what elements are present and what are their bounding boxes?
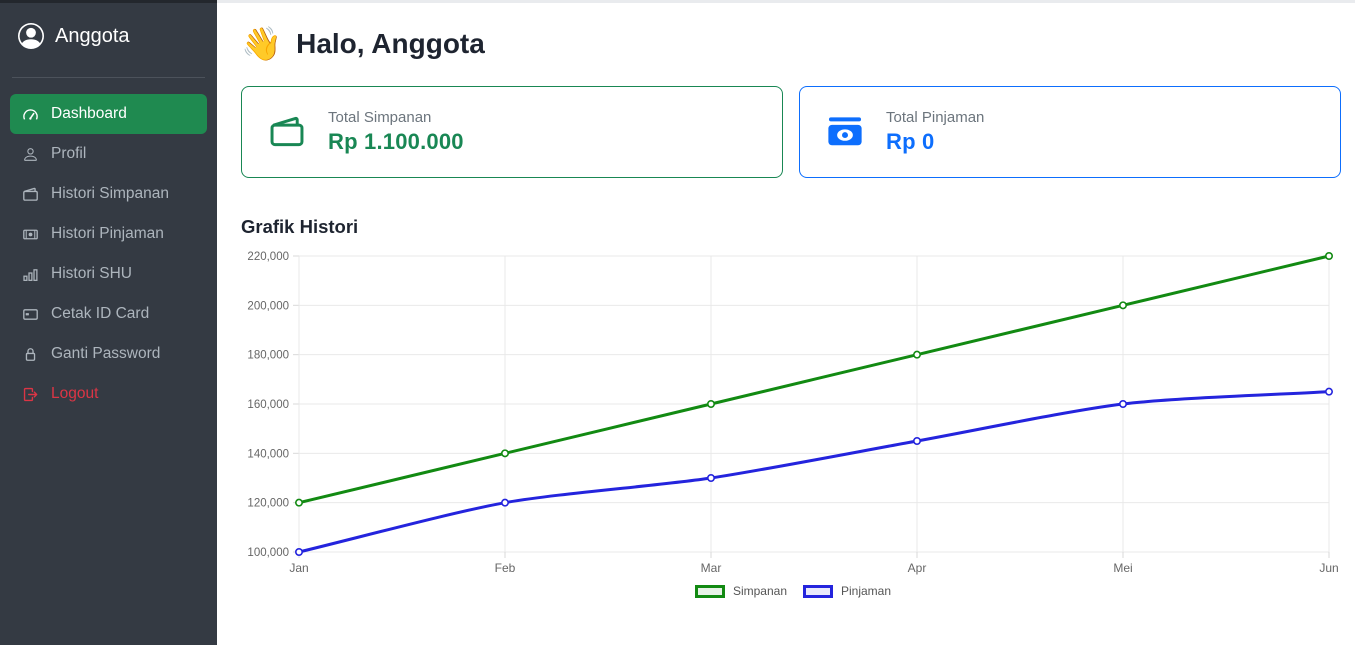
svg-text:120,000: 120,000 [247,498,289,510]
brand-label: Anggota [55,24,130,47]
svg-text:Jan: Jan [289,561,308,575]
card-label: Total Pinjaman [886,109,985,126]
svg-text:200,000: 200,000 [247,300,289,312]
sidebar-item-cetak-id-card[interactable]: Cetak ID Card [10,294,207,334]
svg-text:140,000: 140,000 [247,448,289,460]
legend-item-simpanan[interactable]: Simpanan [694,584,787,598]
wallet-icon [268,113,306,151]
svg-text:180,000: 180,000 [247,350,289,362]
sidebar-item-label: Logout [51,385,99,402]
bar-chart-icon [22,266,39,283]
person-icon [22,146,39,163]
svg-text:Mei: Mei [1113,561,1132,575]
svg-text:Apr: Apr [908,561,927,575]
credit-card-icon [22,306,39,323]
sidebar-item-label: Ganti Password [51,345,161,362]
main-content: 👋 Halo, Anggota Total Simpanan Rp 1.100.0… [217,0,1355,645]
history-chart: 100,000 120,000 140,000 160,000 180,000 200,0… [241,246,1345,598]
history-chart-canvas: 100,000 120,000 140,000 160,000 180,000 200,0… [247,251,1338,575]
legend-swatch [803,584,833,598]
sidebar-item-histori-pinjaman[interactable]: Histori Pinjaman [10,214,207,254]
svg-text:Jun: Jun [1319,561,1338,575]
card-value: Rp 0 [886,129,935,154]
sidebar-item-label: Profil [51,145,87,162]
card-value: Rp 1.100.000 [328,129,464,154]
legend-label: Pinjaman [841,584,892,598]
svg-text:220,000: 220,000 [247,251,289,263]
speedometer-icon [22,106,39,123]
cash-fill-icon [826,113,864,151]
cash-icon [22,226,39,243]
sidebar-item-ganti-password[interactable]: Ganti Password [10,334,207,374]
logout-icon [22,386,39,403]
card-text: Total Simpanan Rp 1.100.000 [328,109,464,155]
legend-swatch [694,584,725,598]
wave-emoji: 👋 [241,25,283,62]
sidebar-brand: Anggota [0,3,217,65]
sidebar-nav: Dashboard Profil Histori Simpanan Histori P… [0,94,217,414]
wallet-icon [22,186,39,203]
sidebar-item-logout[interactable]: Logout [10,374,207,414]
sidebar-item-histori-shu[interactable]: Histori SHU [10,254,207,294]
legend-item-pinjaman[interactable]: Pinjaman [803,584,891,598]
sidebar-item-label: Histori Simpanan [51,185,170,202]
svg-text:Mar: Mar [701,561,722,575]
svg-text:Feb: Feb [495,561,516,575]
card-total-pinjaman: Total Pinjaman Rp 0 [799,86,1341,178]
chart-legend: Simpanan Pinjaman [241,584,1345,598]
card-total-simpanan: Total Simpanan Rp 1.100.000 [241,86,783,178]
sidebar-item-label: Histori Pinjaman [51,225,164,242]
sidebar: Anggota Dashboard Profil Histori Simpanan H… [0,0,217,645]
sidebar-item-histori-simpanan[interactable]: Histori Simpanan [10,174,207,214]
lock-icon [22,346,39,363]
card-label: Total Simpanan [328,109,432,126]
greeting-text: Halo, Anggota [296,27,485,59]
sidebar-item-label: Dashboard [51,105,127,122]
svg-text:100,000: 100,000 [247,547,289,559]
person-circle-icon [18,23,44,49]
greeting-heading: 👋 Halo, Anggota [241,27,1345,60]
legend-label: Simpanan [732,584,787,598]
sidebar-divider [12,77,205,78]
card-text: Total Pinjaman Rp 0 [886,109,984,155]
sidebar-item-profil[interactable]: Profil [10,134,207,174]
sidebar-item-label: Cetak ID Card [51,305,150,322]
sidebar-item-dashboard[interactable]: Dashboard [10,94,207,134]
svg-text:160,000: 160,000 [247,399,289,411]
sidebar-item-label: Histori SHU [51,265,132,282]
cards-row: Total Simpanan Rp 1.100.000 Total Pinjaman… [241,86,1341,178]
chart-section-title: Grafik Histori [241,216,359,237]
